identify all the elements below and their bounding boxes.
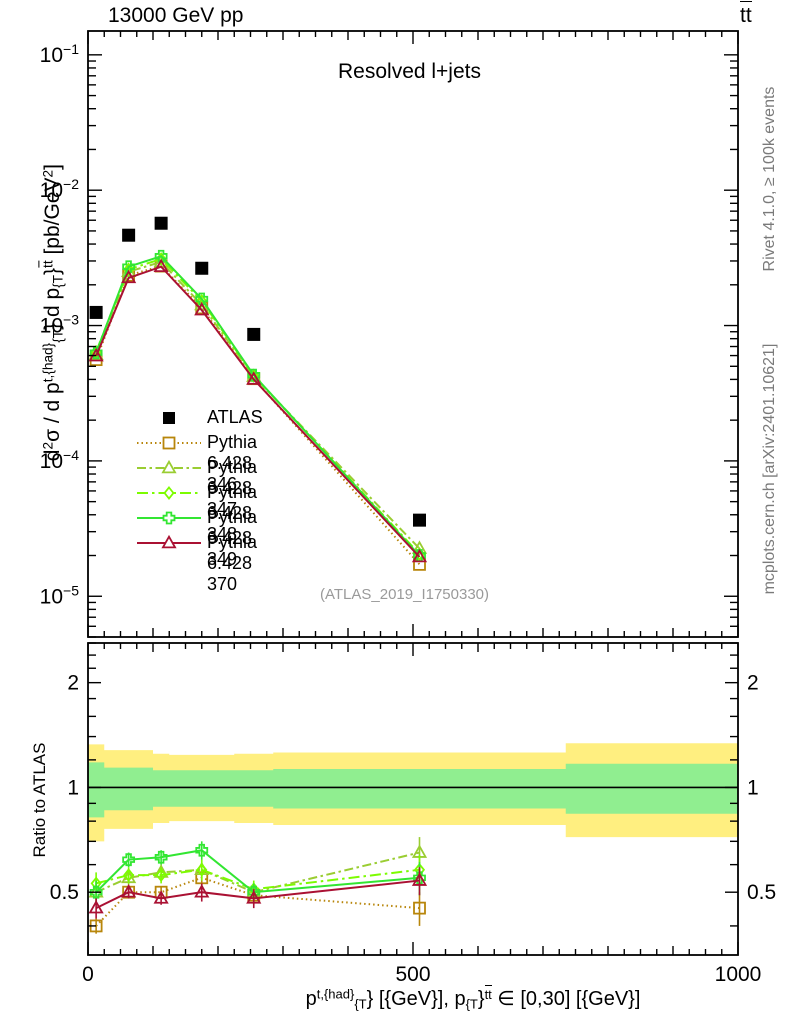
marker-square-filled xyxy=(195,261,209,275)
legend-label: Pythia 6.428 347 xyxy=(207,457,258,519)
legend-label: Pythia 6.428 346 xyxy=(207,432,258,494)
marker-square-filled xyxy=(122,228,136,242)
y-tick-label: 10−1 xyxy=(40,41,80,67)
marker-cross-open xyxy=(195,292,209,306)
marker-diamond-open xyxy=(123,868,135,883)
ratio-tick-label: 2 xyxy=(67,672,79,695)
legend-symbol-p370 xyxy=(137,534,201,549)
ratio-line-Pythia-6-428-348 xyxy=(95,868,420,891)
marker-cross-open xyxy=(122,260,136,274)
marker-triangle-open xyxy=(153,258,169,273)
marker-square-filled xyxy=(154,216,168,230)
ratio-line-Pythia-6-428-347 xyxy=(95,851,420,894)
legend-label: Pythia 6.428 370 xyxy=(207,532,258,594)
marker-triangle-open xyxy=(246,371,262,385)
marker-triangle-open xyxy=(194,301,210,316)
marker-cross-open xyxy=(122,853,136,867)
x-tick-label: 500 xyxy=(395,963,430,986)
marker-triangle-open xyxy=(194,884,210,898)
y-tick-label: 10−4 xyxy=(40,447,80,473)
marker-cross-open xyxy=(413,871,426,885)
legend-label: Pythia 6.428 349 xyxy=(207,507,258,569)
marker-square-open xyxy=(413,901,426,915)
marker-diamond-open xyxy=(123,262,135,277)
legend-marker xyxy=(161,534,177,549)
beam-energy-label: 13000 GeV pp xyxy=(108,4,244,27)
y-tick-label: 10−5 xyxy=(40,582,80,608)
x-tick-label: 0 xyxy=(82,963,94,986)
marker-cross-open xyxy=(195,843,209,857)
legend-marker xyxy=(161,459,177,474)
legend-label: ATLAS xyxy=(207,407,263,427)
marker-square-filled xyxy=(89,305,103,319)
y-tick-label: 10−2 xyxy=(40,176,80,202)
marker-cross-open xyxy=(154,249,168,263)
legend-symbol-p347 xyxy=(137,459,201,474)
y-tick-label: 10−3 xyxy=(40,312,80,338)
analysis-id-watermark: (ATLAS_2019_I1750330) xyxy=(320,586,490,603)
marker-triangle-open xyxy=(121,269,137,284)
marker-cross-open xyxy=(89,885,103,899)
marker-triangle-open xyxy=(153,890,169,904)
marker-triangle-open xyxy=(121,884,137,898)
marker-diamond-open xyxy=(196,293,208,308)
marker-triangle-open xyxy=(411,548,428,563)
legend-symbol-p348 xyxy=(137,486,201,500)
series-line-Pythia-6-428-370 xyxy=(95,265,421,558)
marker-triangle-open xyxy=(411,540,428,554)
marker-diamond-open xyxy=(155,868,167,883)
legend-label: Pythia 6.428 348 xyxy=(207,482,258,544)
ratio-tick-label: 1 xyxy=(67,776,79,799)
legend-symbol-atlas xyxy=(163,412,175,424)
process-label: tt xyxy=(740,1,752,28)
marker-triangle-open xyxy=(411,872,428,886)
legend-marker xyxy=(163,486,175,500)
legend-marker xyxy=(162,511,176,525)
marker-square-filled xyxy=(247,327,261,341)
ratio-tick-label-right: 2 xyxy=(747,672,759,695)
ratio-tick-label-right: 1 xyxy=(747,776,759,799)
marker-diamond-open xyxy=(196,862,208,877)
marker-triangle-open xyxy=(246,890,262,904)
marker-square-filled xyxy=(413,513,426,527)
ratio-tick-label: 0.5 xyxy=(50,881,79,904)
ratio-line-Pythia-6-428-349 xyxy=(95,849,420,894)
marker-cross-open xyxy=(154,850,168,864)
x-axis-label: pt,{had}{T} [{GeV}], p{T}tt ∈ [0,30] [{G… xyxy=(305,984,641,1012)
marker-triangle-open xyxy=(88,899,104,914)
ratio-band-inner-green xyxy=(88,762,738,818)
legend-symbol-p346 xyxy=(137,436,201,450)
legend-symbol-p349 xyxy=(137,511,201,525)
x-tick-label: 1000 xyxy=(715,963,762,986)
ratio-tick-label-right: 0.5 xyxy=(747,881,776,904)
plot-title: Resolved l+jets xyxy=(338,60,481,83)
legend-marker xyxy=(163,412,175,424)
legend-marker xyxy=(162,436,176,450)
